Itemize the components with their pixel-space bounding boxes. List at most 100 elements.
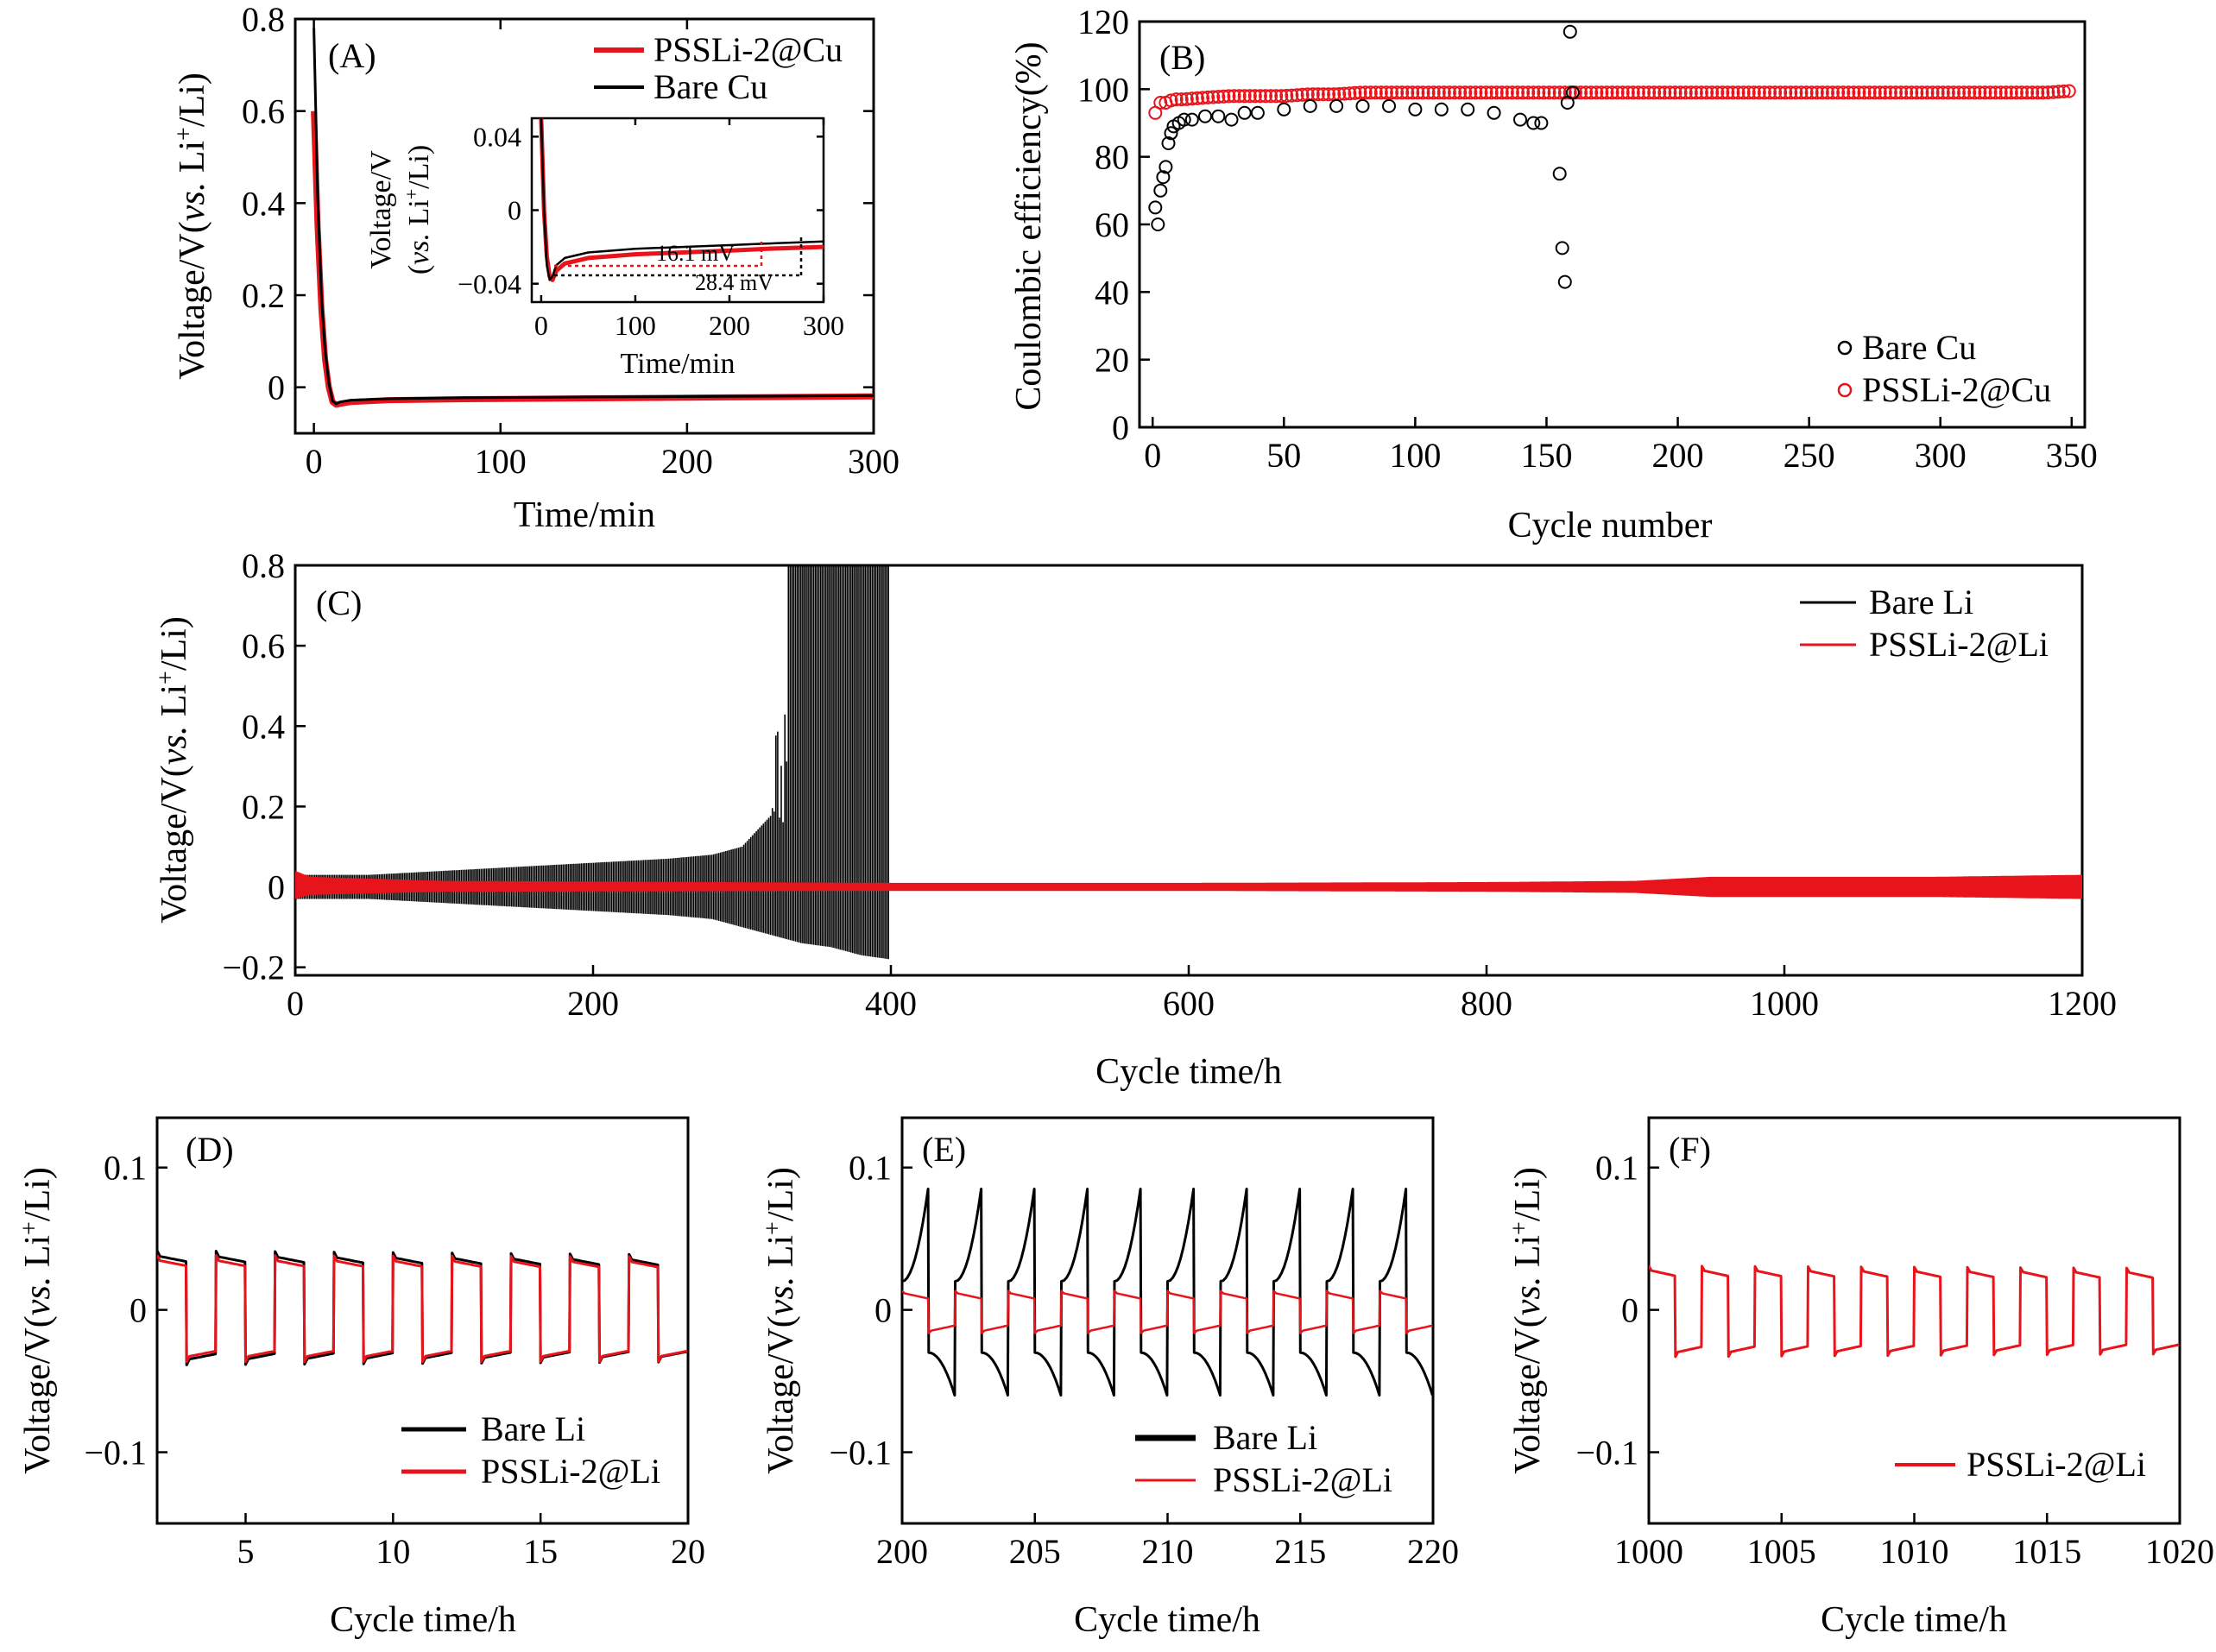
panel-f-axes: 1000 1005 1010 1015 10200.10−0.1 xyxy=(1575,1149,2214,1571)
point-bare-cu xyxy=(1239,107,1251,119)
x-tick-label: 600 xyxy=(1163,984,1215,1023)
y-tick-label: 120 xyxy=(1077,3,1129,41)
x-tick-label: 0 xyxy=(306,442,323,481)
y-tick-label: 0.2 xyxy=(242,787,285,826)
panel-c: 0 200 400 600 800 1000 1200−0.200.20.40.60.8 (… xyxy=(153,546,2117,1092)
point-bare-cu xyxy=(1409,104,1421,116)
y-tick-label: −0.04 xyxy=(458,268,521,300)
panel-c-legend: Bare Li PSSLi-2@Li xyxy=(1800,583,2049,664)
y-tick-label: 0 xyxy=(268,868,285,907)
y-tick-label: −0.2 xyxy=(222,949,285,987)
panel-b-label: (B) xyxy=(1159,38,1205,77)
point-bare-cu xyxy=(1564,26,1576,38)
x-tick-label: 400 xyxy=(865,984,917,1023)
point-bare-cu xyxy=(1383,100,1395,112)
x-tick-label: 215 xyxy=(1274,1532,1326,1571)
panel-e-xlabel: Cycle time/h xyxy=(1074,1600,1260,1640)
panel-f: 1000 1005 1010 1015 10200.10−0.1 (F) Cycle t… xyxy=(1506,1118,2214,1640)
y-tick-label: 0 xyxy=(508,195,521,226)
point-bare-cu xyxy=(1436,104,1448,116)
x-tick-label: 150 xyxy=(1520,436,1572,475)
panel-d-xlabel: Cycle time/h xyxy=(330,1600,516,1640)
x-tick-label: 1200 xyxy=(2048,984,2117,1023)
panel-c-label: (C) xyxy=(316,583,362,622)
panel-a-label: (A) xyxy=(328,36,376,75)
legend-label-pssli-cu-b: PSSLi-2@Cu xyxy=(1862,370,2051,409)
point-bare-cu xyxy=(1488,107,1500,119)
panel-e-legend: Bare Li PSSLi-2@Li xyxy=(1135,1418,1392,1499)
panel-f-series xyxy=(1649,1266,2179,1357)
y-tick-label: 0.6 xyxy=(242,92,285,131)
y-tick-label: 0.1 xyxy=(104,1149,147,1188)
inset-ylabel-line2: (vs. Li+/Li) xyxy=(401,145,435,274)
x-tick-label: 200 xyxy=(709,310,750,341)
point-bare-cu xyxy=(1186,114,1198,126)
x-tick-label: 200 xyxy=(567,984,619,1023)
x-tick-label: 5 xyxy=(237,1532,255,1571)
y-tick-label: 80 xyxy=(1095,138,1129,177)
point-bare-cu xyxy=(1554,167,1566,180)
point-bare-cu xyxy=(1152,218,1164,230)
panel-e-series xyxy=(902,1189,1432,1396)
legend-label-bare-li-c: Bare Li xyxy=(1869,583,1973,621)
legend-label-bare-li-d: Bare Li xyxy=(481,1409,585,1448)
inset-xlabel: Time/min xyxy=(621,348,736,380)
legend-label-pssli-li-e: PSSLi-2@Li xyxy=(1213,1460,1392,1499)
series-line-pssli-2-li xyxy=(1649,1266,2179,1357)
point-bare-cu xyxy=(1535,117,1547,129)
point-bare-cu xyxy=(1252,107,1264,119)
x-tick-label: 200 xyxy=(1652,436,1704,475)
point-bare-cu xyxy=(1226,114,1238,126)
y-tick-label: 0.2 xyxy=(242,276,285,315)
x-tick-label: 1000 xyxy=(1614,1532,1683,1571)
panel-a-xlabel: Time/min xyxy=(514,495,655,535)
panel-b-legend: Bare Cu PSSLi-2@Cu xyxy=(1839,328,2051,409)
panel-e-ylabel: Voltage/V(vs. Li+/Li) xyxy=(760,1167,801,1474)
x-tick-label: 1015 xyxy=(2012,1532,2081,1571)
point-bare-cu xyxy=(1278,104,1290,116)
panel-b-xlabel: Cycle number xyxy=(1508,506,1713,545)
inset-ylabel-line1: Voltage/V xyxy=(365,150,397,269)
x-tick-label: 50 xyxy=(1266,436,1301,475)
panel-f-ylabel: Voltage/V(vs. Li+/Li) xyxy=(1506,1167,1548,1474)
point-bare-cu xyxy=(1154,185,1166,197)
point-bare-cu xyxy=(1330,100,1342,112)
point-bare-cu xyxy=(1514,114,1526,126)
x-tick-label: 200 xyxy=(661,442,713,481)
y-tick-label: 40 xyxy=(1095,273,1129,312)
x-tick-label: 0 xyxy=(534,310,548,341)
y-tick-label: 0.1 xyxy=(849,1149,892,1188)
panel-b-ylabel: Coulombic efficiency(%) xyxy=(1009,41,1049,410)
x-tick-label: 250 xyxy=(1784,436,1835,475)
x-tick-label: 10 xyxy=(376,1532,410,1571)
panel-b-series xyxy=(1149,26,2075,288)
y-tick-label: 20 xyxy=(1095,341,1129,380)
y-tick-label: 0.04 xyxy=(473,122,521,153)
y-tick-label: 0.8 xyxy=(242,546,285,585)
panel-d-label: (D) xyxy=(186,1130,234,1169)
x-tick-label: 210 xyxy=(1142,1532,1194,1571)
y-tick-label: −0.1 xyxy=(829,1434,892,1472)
x-tick-label: 300 xyxy=(848,442,900,481)
panel-d-legend: Bare Li PSSLi-2@Li xyxy=(401,1409,660,1491)
legend-label-bare-cu: Bare Cu xyxy=(653,67,767,106)
y-tick-label: 0 xyxy=(1112,408,1129,447)
figure: 0 100 200 30000.20.40.60.8 (A) Time/min Vol… xyxy=(0,0,2216,1652)
y-tick-label: 0.4 xyxy=(242,707,285,746)
x-tick-label: 0 xyxy=(287,984,304,1023)
x-tick-label: 300 xyxy=(1915,436,1967,475)
x-tick-label: 220 xyxy=(1407,1532,1459,1571)
y-tick-label: 0 xyxy=(874,1291,892,1330)
y-tick-label: 0.4 xyxy=(242,184,285,223)
panel-a-legend: PSSLi-2@Cu Bare Cu xyxy=(594,30,843,106)
y-tick-label: 0 xyxy=(1621,1291,1638,1330)
x-tick-label: 205 xyxy=(1009,1532,1061,1571)
x-tick-label: 300 xyxy=(803,310,844,341)
point-bare-cu xyxy=(1212,110,1224,123)
legend-label-pssli-li-d: PSSLi-2@Li xyxy=(481,1452,660,1491)
panel-c-xlabel: Cycle time/h xyxy=(1095,1052,1282,1092)
y-tick-label: 0.8 xyxy=(242,0,285,39)
y-tick-label: 0 xyxy=(268,369,285,407)
point-bare-cu xyxy=(1357,100,1369,112)
y-tick-label: 100 xyxy=(1077,70,1129,109)
